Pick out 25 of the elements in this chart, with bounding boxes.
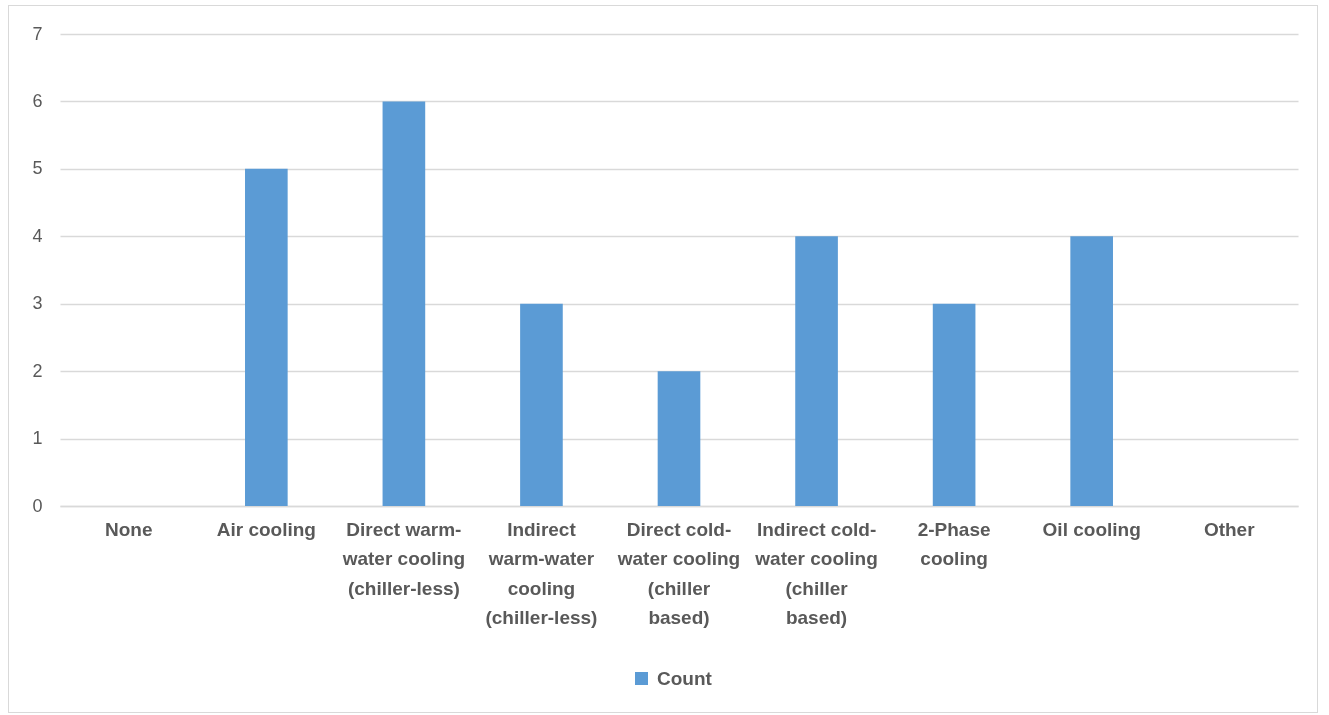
y-tick-label: 6: [32, 90, 43, 111]
y-tick-label: 3: [32, 293, 43, 314]
legend-label: Count: [657, 667, 713, 689]
bar: [795, 236, 838, 506]
x-tick-label: Air cooling: [216, 518, 316, 540]
bar: [657, 371, 701, 506]
bar: [520, 303, 563, 506]
x-tick-label: Direct warm-water cooling (chiller-less): [341, 518, 466, 599]
y-tick-label: 7: [32, 23, 43, 44]
x-tick-label: None: [105, 518, 153, 540]
y-tick-label: 2: [32, 360, 43, 381]
y-tick-label: 5: [32, 158, 43, 179]
bar: [932, 303, 976, 506]
bar: [1070, 236, 1113, 506]
bar: [245, 168, 288, 506]
x-tick-label: Other: [1203, 518, 1256, 540]
x-tick-label: Oil cooling: [1042, 518, 1141, 540]
x-tick-label: Indirect warm-water cooling (chiller-less): [485, 518, 598, 628]
y-tick-label: 1: [32, 428, 43, 449]
x-tick-label: Direct cold-water cooling (chiller based): [616, 518, 741, 628]
x-tick-label: 2-Phase cooling: [917, 518, 991, 569]
y-tick-label: 0: [32, 495, 43, 516]
x-tick-label: Indirect cold-water cooling (chiller based): [754, 518, 878, 628]
bar: [382, 101, 426, 506]
y-tick-label: 4: [32, 225, 43, 246]
